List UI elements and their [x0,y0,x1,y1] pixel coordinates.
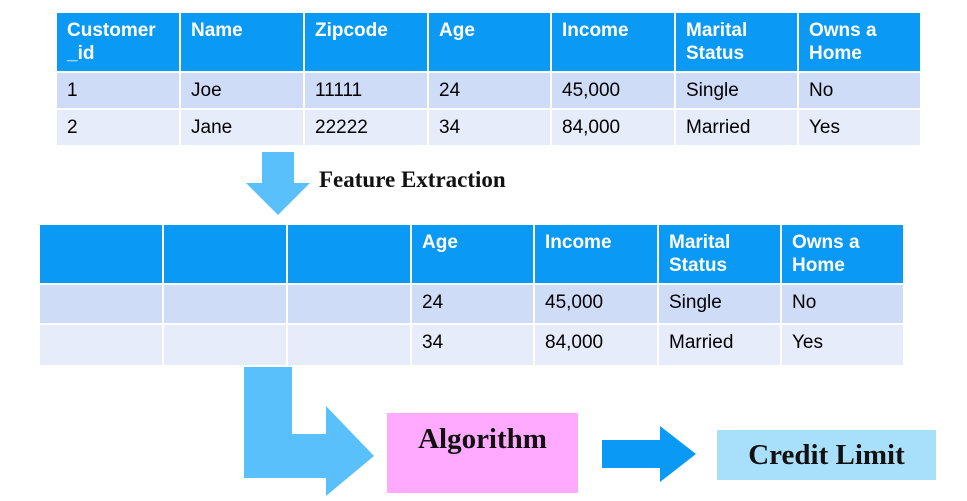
feature-header-age: Age [410,223,535,285]
raw-cell: 45,000 [550,71,676,110]
raw-cell: Single [674,71,799,110]
table-row: 2 Jane 22222 34 84,000 Married Yes [55,108,922,147]
raw-header-marital-status: Marital Status [674,11,799,73]
raw-cell: Joe [179,71,305,110]
table-row: 34 84,000 Married Yes [38,323,905,367]
feature-cell [162,283,288,325]
feature-table-header-row: Age Income Marital Status Owns a Home [38,223,905,285]
raw-cell: 84,000 [550,108,676,147]
raw-cell: Married [674,108,799,147]
raw-cell: 1 [55,71,181,110]
feature-header-owns-home: Owns a Home [780,223,905,285]
down-arrow-icon [246,152,310,215]
raw-header-owns-home: Owns a Home [797,11,922,73]
feature-header-marital-status: Marital Status [657,223,782,285]
raw-cell: 2 [55,108,181,147]
raw-cell: Yes [797,108,922,147]
table-row: 1 Joe 11111 24 45,000 Single No [55,71,922,110]
raw-table-header-row: Customer _id Name Zipcode Age Income Mar… [55,11,922,73]
raw-header-customer-id: Customer _id [55,11,181,73]
table-row: 24 45,000 Single No [38,283,905,325]
algorithm-box: Algorithm [387,413,578,493]
feature-header-blank [38,223,164,285]
credit-limit-box: Credit Limit [717,430,936,480]
feature-cell: Married [657,323,782,367]
feature-header-blank [162,223,288,285]
raw-header-age: Age [427,11,552,73]
raw-cell: 24 [427,71,552,110]
feature-cell [286,323,412,367]
bent-arrow-icon [244,366,374,496]
feature-cell [38,283,164,325]
feature-cell [286,283,412,325]
feature-cell [162,323,288,367]
raw-cell: 11111 [303,71,429,110]
raw-header-income: Income [550,11,676,73]
right-arrow-icon [602,426,696,482]
feature-table: Age Income Marital Status Owns a Home 24… [38,223,905,367]
feature-header-blank [286,223,412,285]
feature-cell: 84,000 [533,323,659,367]
feature-cell: Single [657,283,782,325]
feature-cell [38,323,164,367]
raw-header-zipcode: Zipcode [303,11,429,73]
raw-header-name: Name [179,11,305,73]
feature-cell: 34 [410,323,535,367]
raw-cell: 34 [427,108,552,147]
feature-cell: 24 [410,283,535,325]
raw-cell: No [797,71,922,110]
feature-extraction-label: Feature Extraction [319,167,506,192]
raw-cell: 22222 [303,108,429,147]
feature-cell: No [780,283,905,325]
feature-cell: 45,000 [533,283,659,325]
raw-cell: Jane [179,108,305,147]
feature-header-income: Income [533,223,659,285]
feature-cell: Yes [780,323,905,367]
raw-data-table: Customer _id Name Zipcode Age Income Mar… [55,11,922,147]
